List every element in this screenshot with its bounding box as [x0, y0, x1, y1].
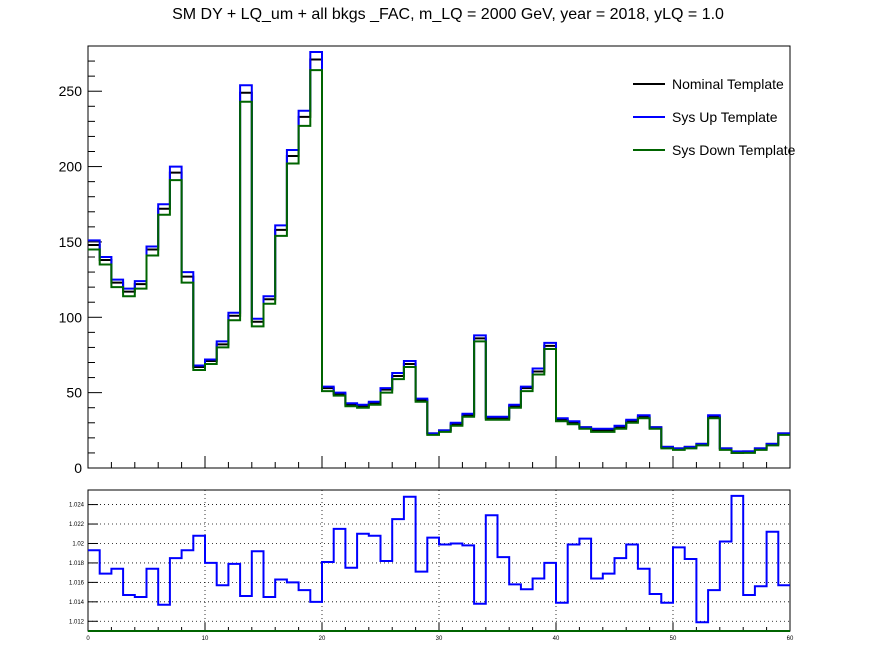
bottom-y-tick-label: 1.024	[69, 503, 85, 509]
top-y-tick-label: 0	[74, 460, 82, 476]
legend: Nominal Template Sys Up Template Sys Down …	[633, 76, 796, 158]
bottom-y-tick-label: 1.014	[69, 600, 85, 606]
bottom-x-tick-label: 20	[319, 636, 326, 642]
top-y-tick-label: 200	[59, 159, 83, 175]
chart-title: SM DY + LQ_um + all bkgs _FAC, m_LQ = 20…	[172, 6, 724, 23]
bottom-y-tick-label: 1.022	[69, 522, 85, 528]
legend-entry-1: Sys Up Template	[672, 109, 778, 125]
legend-entry-2: Sys Down Template	[672, 142, 796, 158]
bottom-y-tick-label: 1.02	[72, 541, 84, 547]
bottom-y-tick-label: 1.012	[69, 619, 85, 625]
bottom-x-tick-label: 40	[553, 636, 560, 642]
bottom-y-tick-label: 1.018	[69, 561, 85, 567]
top-y-tick-label: 50	[66, 385, 82, 401]
bottom-plot-frame	[87, 489, 791, 632]
top-y-tick-label: 150	[59, 234, 83, 250]
series-line-2	[88, 69, 790, 454]
bottom-y-tick-label: 1.016	[69, 580, 85, 586]
top-y-tick-label: 250	[59, 83, 83, 99]
legend-entry-0: Nominal Template	[672, 76, 784, 92]
ratio-line-0	[88, 494, 790, 624]
bottom-x-tick-label: 0	[86, 636, 90, 642]
bottom-x-tick-label: 60	[787, 636, 794, 642]
top-y-tick-label: 100	[59, 309, 83, 325]
bottom-x-tick-label: 10	[202, 636, 209, 642]
bottom-x-tick-label: 30	[436, 636, 443, 642]
bottom-x-tick-label: 50	[670, 636, 677, 642]
